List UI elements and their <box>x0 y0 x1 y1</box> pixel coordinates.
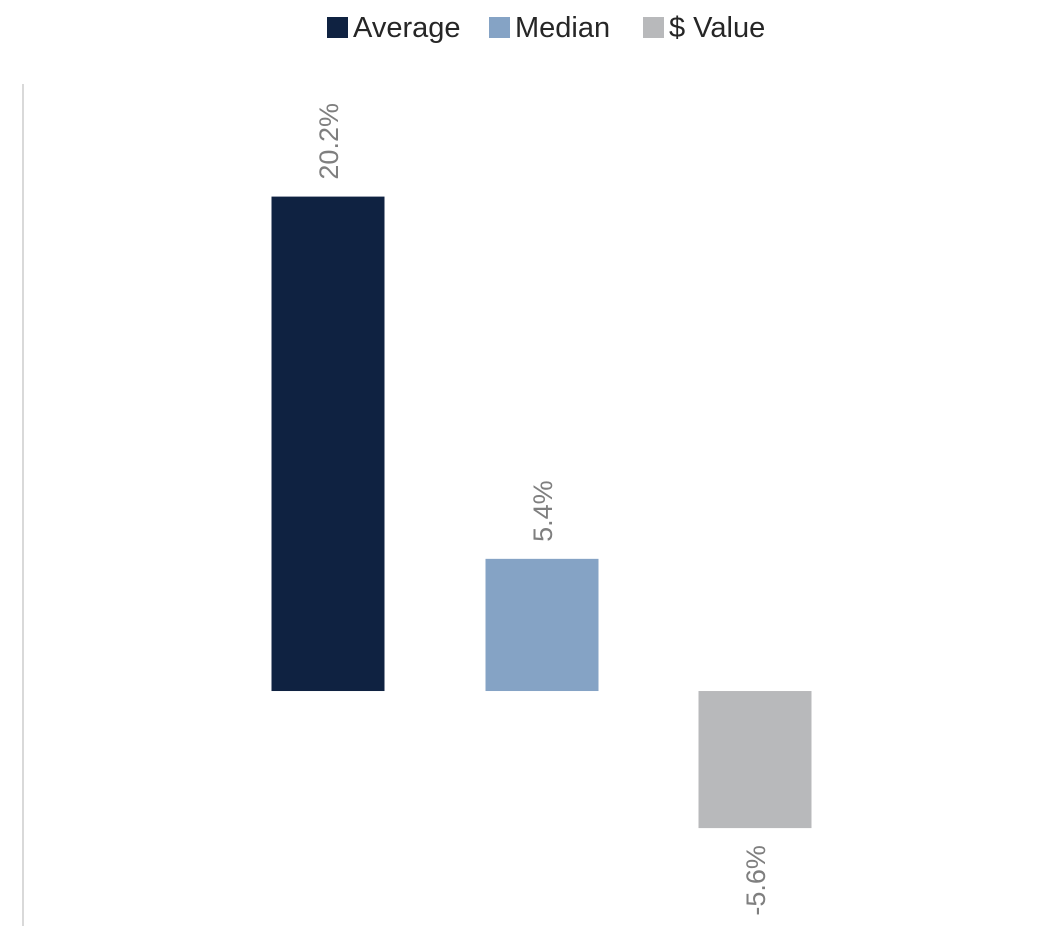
legend-label-average: Average <box>353 12 461 44</box>
bar-dollar-value <box>698 691 812 829</box>
legend-item-average: Average <box>327 12 461 44</box>
legend-swatch-median <box>489 17 510 38</box>
data-label-median: 5.4% <box>528 480 558 542</box>
bar-average <box>271 196 385 692</box>
bar-median <box>485 558 599 692</box>
legend-swatch-dollar-value <box>643 17 664 38</box>
legend-item-dollar-value: $ Value <box>643 12 765 44</box>
legend-label-dollar-value: $ Value <box>669 12 765 44</box>
data-label-dollar-value: -5.6% <box>741 845 771 916</box>
bar-series <box>271 196 812 829</box>
legend-label-median: Median <box>515 12 610 44</box>
legend: Average Median $ Value <box>327 12 765 44</box>
legend-item-median: Median <box>489 12 610 44</box>
legend-swatch-average <box>327 17 348 38</box>
data-label-average: 20.2% <box>314 103 344 180</box>
data-labels: 20.2% 5.4% -5.6% <box>314 103 771 916</box>
